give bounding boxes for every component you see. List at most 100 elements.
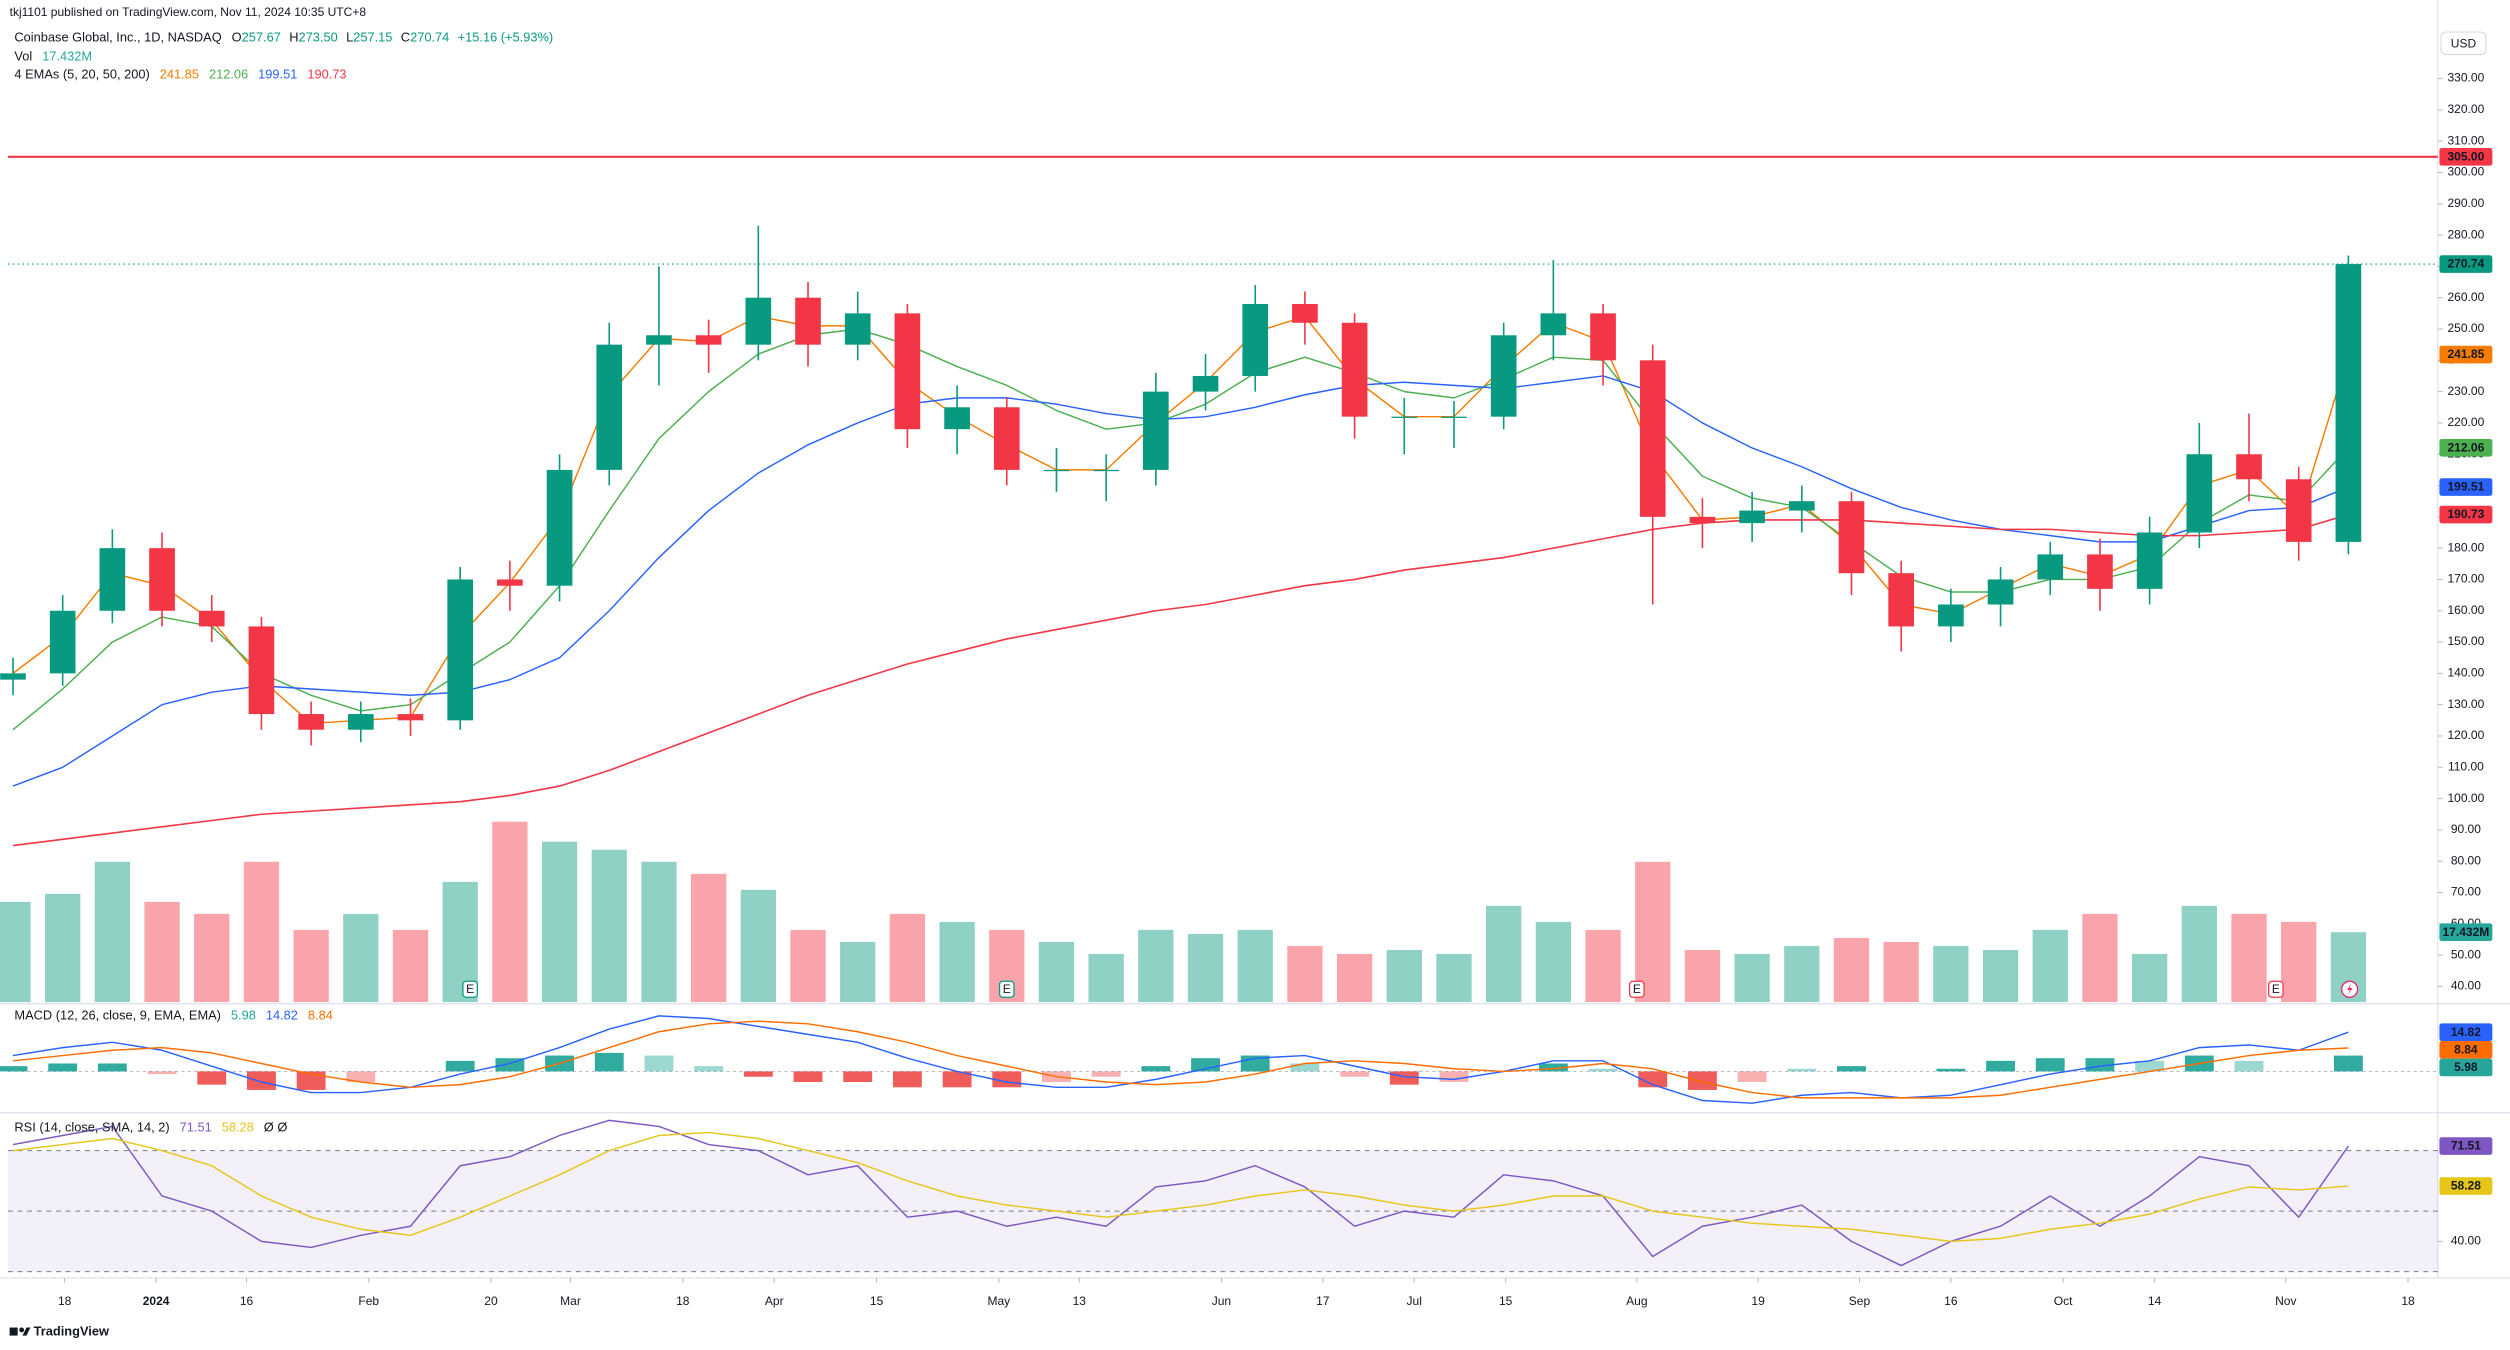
macd-histogram-bar xyxy=(1191,1058,1220,1072)
y-tick-label: 140.00 xyxy=(2448,666,2485,680)
y-tick-label: 280.00 xyxy=(2448,227,2485,241)
candle-body xyxy=(1590,313,1616,361)
macd-value: 8.84 xyxy=(308,1008,333,1023)
candle-body xyxy=(944,407,970,430)
macd-histogram-bar xyxy=(1389,1071,1419,1085)
symbol: Coinbase Global, Inc., 1D, NASDAQ xyxy=(14,30,221,45)
x-tick-label: May xyxy=(987,1294,1010,1308)
macd-histogram-bar xyxy=(1340,1071,1370,1077)
volume-bar xyxy=(2082,913,2118,1003)
price-label-box xyxy=(2439,478,2493,496)
price-label-box xyxy=(2439,345,2493,364)
candle-body xyxy=(2136,532,2163,589)
volume-bar xyxy=(1138,929,1174,1003)
x-tick-label: Jul xyxy=(1407,1294,1422,1308)
change: +15.16 (+5.93%) xyxy=(458,30,553,45)
volume-bar xyxy=(1982,949,2019,1003)
macd-histogram-bar xyxy=(1687,1071,1717,1090)
price-label: 5.98 xyxy=(2454,1060,2478,1074)
macd-histogram-bar xyxy=(346,1071,376,1083)
x-tick-label: Apr xyxy=(765,1294,784,1308)
x-tick-label: 15 xyxy=(1499,1294,1513,1308)
volume-bar xyxy=(392,929,429,1003)
macd-histogram-bar xyxy=(197,1071,227,1085)
x-tick-label: 18 xyxy=(676,1294,690,1308)
brand: TradingView xyxy=(34,1324,109,1339)
candle-body xyxy=(993,407,1020,470)
candle-body xyxy=(1441,416,1467,418)
macd-histogram-bar xyxy=(247,1071,276,1090)
volume-bar xyxy=(2231,913,2267,1003)
candle-body xyxy=(2186,454,2213,533)
x-tick-label: 17 xyxy=(1316,1294,1330,1308)
macd-title: MACD (12, 26, close, 9, EMA, EMA) xyxy=(14,1008,221,1023)
currency-box[interactable] xyxy=(2440,31,2487,55)
macd-histogram-bar xyxy=(2234,1060,2264,1072)
candle-body xyxy=(198,610,225,627)
y-tick-label: 130.00 xyxy=(2448,697,2485,711)
price-label-box xyxy=(2439,1023,2493,1042)
ema-label: 4 EMAs (5, 20, 50, 200) xyxy=(14,67,149,82)
y-tick-label: 40.00 xyxy=(2451,1234,2481,1248)
panes: 40.0050.0060.0070.0080.0090.00100.00110.… xyxy=(0,0,2510,1308)
earnings-marker xyxy=(998,980,1015,998)
macd-histogram-bar xyxy=(1141,1066,1171,1072)
alert-icon[interactable] xyxy=(2340,980,2359,998)
volume-bar xyxy=(2181,905,2217,1003)
price-label-box xyxy=(2439,438,2493,457)
price-label-box xyxy=(2439,255,2493,273)
candle-body xyxy=(1888,573,1915,627)
volume-bar xyxy=(45,893,81,1003)
macd-histogram-bar xyxy=(296,1071,326,1090)
earnings-marker xyxy=(462,980,478,998)
macd-histogram-bar xyxy=(644,1055,674,1072)
currency[interactable]: USD xyxy=(2451,36,2477,50)
brand-logo xyxy=(9,1327,31,1336)
ohlc-value: 257.15 xyxy=(353,30,392,45)
macd-histogram-bar xyxy=(743,1071,773,1077)
ema-value: 199.51 xyxy=(258,67,297,82)
earnings-label: E xyxy=(466,982,474,996)
candle-body xyxy=(497,579,523,586)
y-tick-label: 100.00 xyxy=(2448,791,2485,805)
rsi-value: 58.28 xyxy=(222,1120,254,1135)
ohlc-value: 273.50 xyxy=(299,30,338,45)
macd-histogram-bar xyxy=(445,1060,475,1072)
volume-bar xyxy=(1038,941,1075,1003)
price-label: 58.28 xyxy=(2451,1179,2481,1193)
candle-body xyxy=(844,313,871,345)
ema-line xyxy=(12,513,2349,847)
volume-bar xyxy=(1336,953,1373,1003)
candle-body xyxy=(1788,501,1815,511)
rsi-title: RSI (14, close, SMA, 14, 2) xyxy=(14,1120,169,1135)
candle-body xyxy=(1739,510,1765,524)
candle-body xyxy=(2037,554,2064,580)
price-label-box xyxy=(2439,1177,2493,1195)
earnings-marker xyxy=(1628,980,1645,998)
candle-body xyxy=(1938,604,1964,627)
publisher: tkj1101 published on TradingView.com, No… xyxy=(10,5,367,19)
macd-histogram-bar xyxy=(48,1063,78,1072)
ema-value: 190.73 xyxy=(307,67,346,82)
volume-bar xyxy=(1486,905,1522,1003)
y-tick-label: 80.00 xyxy=(2451,853,2481,867)
price-label: 199.51 xyxy=(2448,480,2485,494)
volume-bar xyxy=(1734,953,1770,1003)
macd-histogram-bar xyxy=(1439,1071,1469,1083)
volume-bar xyxy=(740,889,776,1003)
candle-body xyxy=(646,335,672,345)
volume-bar xyxy=(1436,953,1472,1003)
candle-body xyxy=(248,626,275,715)
candle-body xyxy=(1143,391,1169,470)
y-tick-label: 120.00 xyxy=(2448,728,2485,742)
symbol-line: Coinbase Global, Inc., 1D, NASDAQ O257.6… xyxy=(14,30,553,45)
candle-body xyxy=(149,548,175,611)
x-tick-label: 18 xyxy=(58,1294,72,1308)
price-label-box xyxy=(2439,1058,2493,1077)
x-tick-label: 16 xyxy=(240,1294,254,1308)
candle-body xyxy=(1341,322,1368,417)
y-tick-label: 150.00 xyxy=(2448,634,2485,648)
price-label: 241.85 xyxy=(2448,347,2485,361)
indicator-line xyxy=(12,1131,2349,1243)
x-tick-label: 14 xyxy=(2148,1294,2162,1308)
